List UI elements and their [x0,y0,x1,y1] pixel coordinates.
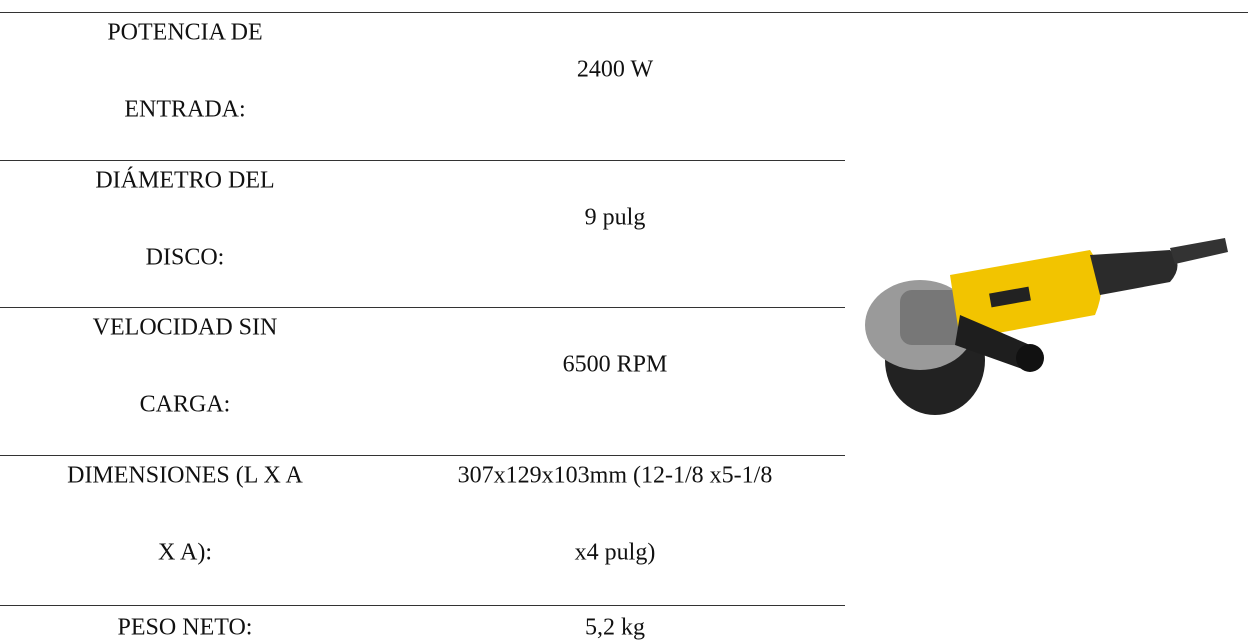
row-label: DIÁMETRO DEL [95,168,274,195]
row-rule [0,455,845,456]
row-value: 2400 W [577,57,653,84]
row-label: CARGA: [140,392,231,419]
row-label: X A): [158,540,212,567]
row-value: x4 pulg) [575,540,656,567]
row-label: POTENCIA DE [107,20,262,47]
row-label: ENTRADA: [124,97,245,124]
row-label: PESO NETO: [118,615,253,642]
top-rule [0,12,1248,13]
row-rule [0,160,845,161]
row-value: 6500 RPM [563,352,668,379]
row-label: VELOCIDAD SIN [93,315,278,342]
row-label: DISCO: [146,245,225,272]
row-label: DIMENSIONES (L X A [67,463,303,490]
product-image [840,220,1240,440]
row-rule [0,605,845,606]
row-value: 5,2 kg [585,615,645,642]
row-value: 9 pulg [585,205,646,232]
row-value: 307x129x103mm (12-1/8 x5-1/8 [458,463,773,490]
row-rule [0,307,845,308]
page: POTENCIA DE ENTRADA: 2400 W DIÁMETRO DEL DIS… [0,0,1248,642]
